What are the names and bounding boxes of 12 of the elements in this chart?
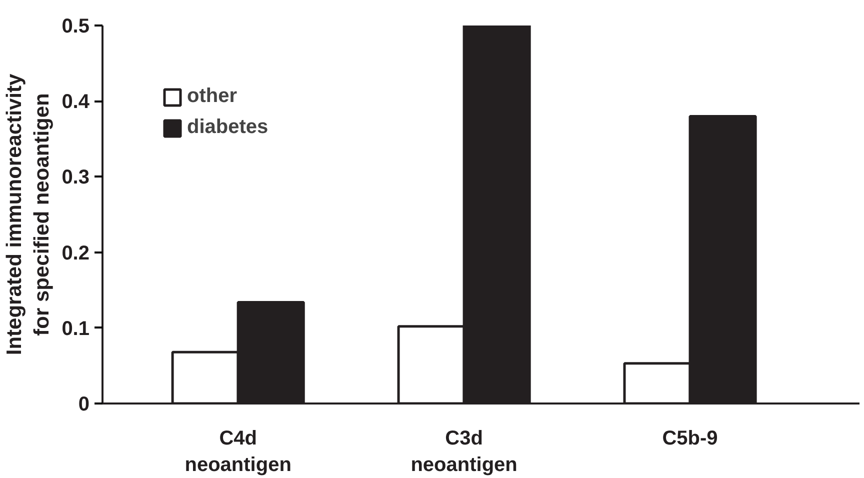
y-tick-label: 0.3 [62,166,90,189]
y-axis-title: Integrated immunoreactivity for specified neoantigen [3,74,54,356]
y-tick-label: 0.5 [62,16,90,38]
y-tick-label: 0.1 [62,318,90,340]
x-tick-label: C4d neoantigen [184,428,292,476]
legend-label: other [187,85,237,108]
y-tick-label: 0.4 [62,91,90,114]
y-tick-label: 0.2 [62,242,90,264]
y-tick-label: 0 [78,394,90,416]
legend-label: diabetes [187,116,268,139]
x-tick-label: C5b-9 [662,428,718,450]
x-tick-label: C3d neoantigen [410,428,518,476]
